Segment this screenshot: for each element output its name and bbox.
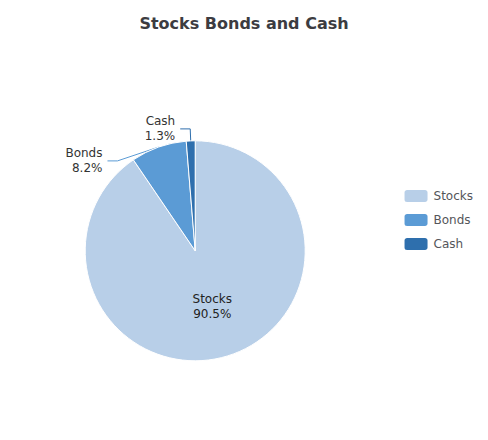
svg-text:Bonds: Bonds xyxy=(434,213,471,227)
svg-text:Cash: Cash xyxy=(434,237,464,251)
svg-text:Stocks: Stocks xyxy=(193,292,232,306)
svg-text:Stocks Bonds and Cash: Stocks Bonds and Cash xyxy=(139,14,348,33)
svg-text:90.5%: 90.5% xyxy=(193,307,231,321)
svg-text:Stocks: Stocks xyxy=(434,189,473,203)
svg-text:Bonds: Bonds xyxy=(65,146,102,160)
svg-text:Cash: Cash xyxy=(146,114,176,128)
svg-text:8.2%: 8.2% xyxy=(72,161,103,175)
svg-text:1.3%: 1.3% xyxy=(145,129,176,143)
